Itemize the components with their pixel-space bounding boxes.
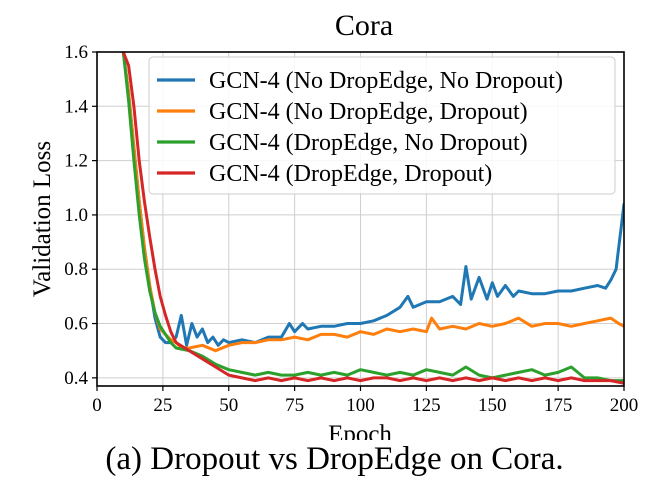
x-tick-label: 0 bbox=[92, 395, 102, 416]
legend: GCN-4 (No DropEdge, No Dropout) GCN-4 (No… bbox=[148, 56, 616, 195]
x-tick-label: 75 bbox=[285, 395, 304, 416]
x-tick-label: 175 bbox=[544, 395, 573, 416]
y-axis-label: Validation Loss bbox=[29, 141, 56, 297]
series-line-4 bbox=[121, 52, 624, 385]
x-tick-label: 50 bbox=[219, 395, 238, 416]
y-tick-label: 0.4 bbox=[64, 368, 88, 389]
series-line-3 bbox=[121, 52, 624, 383]
y-tick-label: 1.2 bbox=[64, 151, 88, 172]
legend-box bbox=[148, 56, 616, 195]
legend-label-2: GCN-4 (No DropEdge, Dropout) bbox=[209, 99, 528, 125]
y-tick-label: 0.6 bbox=[64, 314, 88, 335]
x-tick-label: 100 bbox=[346, 395, 375, 416]
y-tick-label: 1.4 bbox=[64, 96, 88, 117]
x-tick-label: 125 bbox=[412, 395, 441, 416]
chart-title: Cora bbox=[335, 9, 393, 42]
ticks-layer: 0 25 50 75 100 125 150 175 200 0.4 0.6 0.8 1.0 1.2 1.4… bbox=[64, 42, 638, 416]
legend-label-1: GCN-4 (No DropEdge, No Dropout) bbox=[209, 68, 563, 94]
x-tick-label: 25 bbox=[153, 395, 172, 416]
legend-label-3: GCN-4 (DropEdge, No Dropout) bbox=[209, 130, 528, 156]
y-tick-label: 0.8 bbox=[64, 259, 88, 280]
figure-caption: (a) Dropout vs DropEdge on Cora. bbox=[105, 441, 564, 477]
series-line-1 bbox=[121, 52, 624, 347]
lines-layer bbox=[121, 52, 624, 385]
x-tick-label: 200 bbox=[610, 395, 639, 416]
x-tick-label: 150 bbox=[478, 395, 507, 416]
y-tick-label: 1.6 bbox=[64, 42, 88, 63]
line-chart: Cora 0 25 50 75 100 125 150 175 200 0.4 0.6 0.8 1.0 1… bbox=[29, 9, 638, 440]
x-axis-label: Epoch bbox=[328, 421, 392, 440]
y-tick-label: 1.0 bbox=[64, 205, 88, 226]
legend-label-4: GCN-4 (DropEdge, Dropout) bbox=[209, 161, 492, 187]
